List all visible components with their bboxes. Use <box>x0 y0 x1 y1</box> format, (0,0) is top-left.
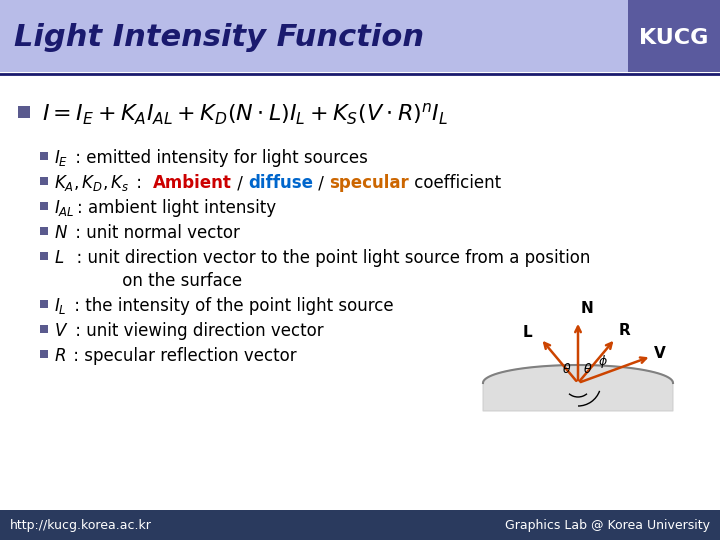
Text: : emitted intensity for light sources: : emitted intensity for light sources <box>71 149 368 167</box>
Text: $\phi$: $\phi$ <box>598 353 608 370</box>
Text: N: N <box>581 301 594 316</box>
Text: : unit direction vector to the point light source from a position: : unit direction vector to the point lig… <box>66 249 590 267</box>
Text: $K_A, K_D, K_s$: $K_A, K_D, K_s$ <box>54 173 130 193</box>
Text: R: R <box>618 322 630 338</box>
Bar <box>18 106 30 118</box>
Text: $\theta$: $\theta$ <box>583 362 593 376</box>
Text: Graphics Lab @ Korea University: Graphics Lab @ Korea University <box>505 518 710 531</box>
Text: : unit normal vector: : unit normal vector <box>70 224 240 242</box>
Text: $I = I_E + K_A I_{AL} + K_D (N \cdot L) I_L + K_S (V \cdot R)^n I_L$: $I = I_E + K_A I_{AL} + K_D (N \cdot L) … <box>42 101 448 127</box>
Text: specular: specular <box>329 174 409 192</box>
Bar <box>40 325 48 333</box>
Bar <box>40 227 48 235</box>
Bar <box>0 510 720 540</box>
Text: : specular reflection vector: : specular reflection vector <box>68 347 297 365</box>
Text: $N$: $N$ <box>54 224 68 242</box>
Text: $I_L$: $I_L$ <box>54 296 67 316</box>
Text: KUCG: KUCG <box>639 28 708 48</box>
Bar <box>40 350 48 358</box>
Bar <box>40 300 48 308</box>
Bar <box>40 202 48 210</box>
Text: $\theta$: $\theta$ <box>562 362 572 376</box>
Bar <box>40 252 48 260</box>
Text: $I_{AL}$: $I_{AL}$ <box>54 198 75 218</box>
Bar <box>0 0 720 72</box>
Text: $I_E$: $I_E$ <box>54 148 68 168</box>
Text: $R$: $R$ <box>54 347 66 365</box>
Text: /: / <box>313 174 329 192</box>
Text: : ambient light intensity: : ambient light intensity <box>76 199 276 217</box>
Text: $L$: $L$ <box>54 249 64 267</box>
Text: /: / <box>232 174 248 192</box>
Text: $V$: $V$ <box>54 322 68 340</box>
Text: http://kucg.korea.ac.kr: http://kucg.korea.ac.kr <box>10 518 152 531</box>
Text: V: V <box>654 346 666 361</box>
Polygon shape <box>483 365 673 411</box>
Text: : unit viewing direction vector: : unit viewing direction vector <box>71 322 324 340</box>
Text: Ambient: Ambient <box>153 174 232 192</box>
Text: L: L <box>523 325 532 340</box>
Text: on the surface: on the surface <box>54 272 242 290</box>
Text: :: : <box>132 174 153 192</box>
Text: : the intensity of the point light source: : the intensity of the point light sourc… <box>68 297 393 315</box>
Text: coefficient: coefficient <box>409 174 501 192</box>
Bar <box>628 0 720 72</box>
Text: diffuse: diffuse <box>248 174 313 192</box>
Bar <box>40 152 48 160</box>
Text: Light Intensity Function: Light Intensity Function <box>14 24 424 52</box>
Bar <box>40 177 48 185</box>
